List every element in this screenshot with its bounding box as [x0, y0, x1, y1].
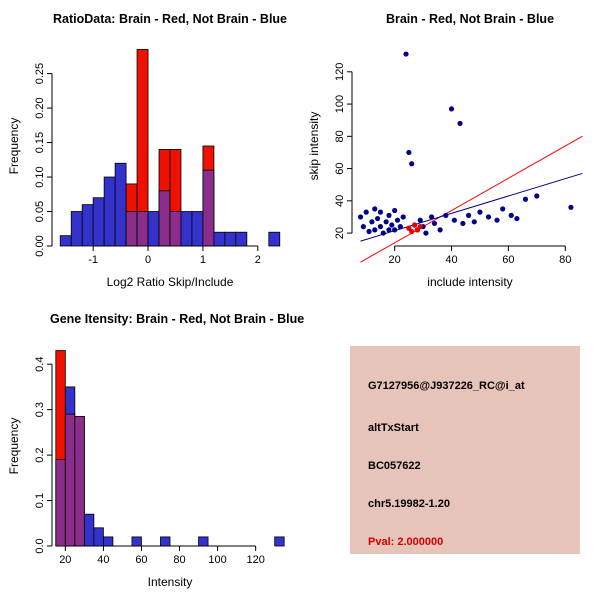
svg-text:0.3: 0.3: [34, 402, 46, 417]
event-type-text: altTxStart: [368, 422, 419, 434]
svg-text:-1: -1: [88, 254, 98, 266]
svg-text:100: 100: [334, 95, 346, 113]
svg-text:80: 80: [559, 254, 571, 266]
svg-text:Intensity: Intensity: [148, 575, 193, 589]
svg-text:1: 1: [200, 254, 206, 266]
svg-text:20: 20: [389, 254, 401, 266]
pval-text: Pval: 2.000000: [368, 536, 444, 548]
svg-text:40: 40: [97, 554, 109, 566]
svg-text:60: 60: [502, 254, 514, 266]
svg-text:60: 60: [135, 554, 147, 566]
panel-intensity-scatter: Brain - Red, Not Brain - Blue 20 40 60 80 20…: [300, 0, 600, 300]
svg-text:2: 2: [255, 254, 261, 266]
svg-text:60: 60: [334, 162, 346, 174]
svg-text:Log2 Ratio Skip/Include: Log2 Ratio Skip/Include: [107, 275, 234, 289]
intensity-histogram-title: Gene Itensity: Brain - Red, Not Brain - …: [50, 312, 305, 326]
accession-text: BC057622: [368, 460, 421, 472]
svg-text:120: 120: [334, 63, 346, 81]
svg-text:0: 0: [145, 254, 151, 266]
panel-intensity-histogram: Gene Itensity: Brain - Red, Not Brain - …: [0, 300, 305, 600]
svg-text:skip intensity: skip intensity: [307, 112, 321, 181]
svg-text:0.25: 0.25: [34, 63, 46, 84]
panel-ratio-histogram: RatioData: Brain - Red, Not Brain - Blue…: [0, 0, 300, 300]
svg-text:0.00: 0.00: [34, 235, 46, 256]
location-text: chr5.19982-1.20: [368, 498, 450, 510]
svg-text:40: 40: [445, 254, 457, 266]
svg-text:0.1: 0.1: [34, 493, 46, 508]
svg-text:0.4: 0.4: [34, 357, 46, 372]
ratio-histogram-title: RatioData: Brain - Red, Not Brain - Blue: [52, 12, 288, 26]
svg-text:0.20: 0.20: [34, 97, 46, 118]
intensity-histogram-plot: 20 40 60 80 100 120 0.0 0.1 0.2 0.3 0.4 Intensity Fr…: [7, 350, 285, 589]
scatter-title: Brain - Red, Not Brain - Blue: [385, 12, 555, 26]
svg-text:Frequency: Frequency: [7, 418, 21, 475]
svg-text:0.0: 0.0: [34, 538, 46, 553]
intensity-scatter-plot: 20 40 60 80 20 40 60 80 100 120 include intensity s…: [307, 51, 583, 289]
svg-text:0.2: 0.2: [34, 447, 46, 462]
svg-text:0.05: 0.05: [34, 201, 46, 222]
panel-gene-info: G7127956@J937226_RC@i_at altTxStart BC05…: [300, 300, 600, 600]
svg-text:120: 120: [246, 554, 264, 566]
svg-text:Frequency: Frequency: [7, 118, 21, 175]
svg-text:80: 80: [173, 554, 185, 566]
ratio-histogram-plot: -1 0 1 2 0.00 0.05 0.10 0.15 0.20 0.25 Log2 Ratio …: [7, 49, 281, 289]
svg-text:0.15: 0.15: [34, 132, 46, 153]
svg-text:80: 80: [334, 130, 346, 142]
svg-text:40: 40: [334, 195, 346, 207]
svg-text:100: 100: [208, 554, 226, 566]
probe-id-text: G7127956@J937226_RC@i_at: [368, 380, 525, 392]
svg-text:20: 20: [334, 227, 346, 239]
info-box: G7127956@J937226_RC@i_at altTxStart BC05…: [350, 346, 580, 554]
svg-text:include intensity: include intensity: [427, 275, 512, 289]
svg-text:20: 20: [59, 554, 71, 566]
svg-text:0.10: 0.10: [34, 166, 46, 187]
